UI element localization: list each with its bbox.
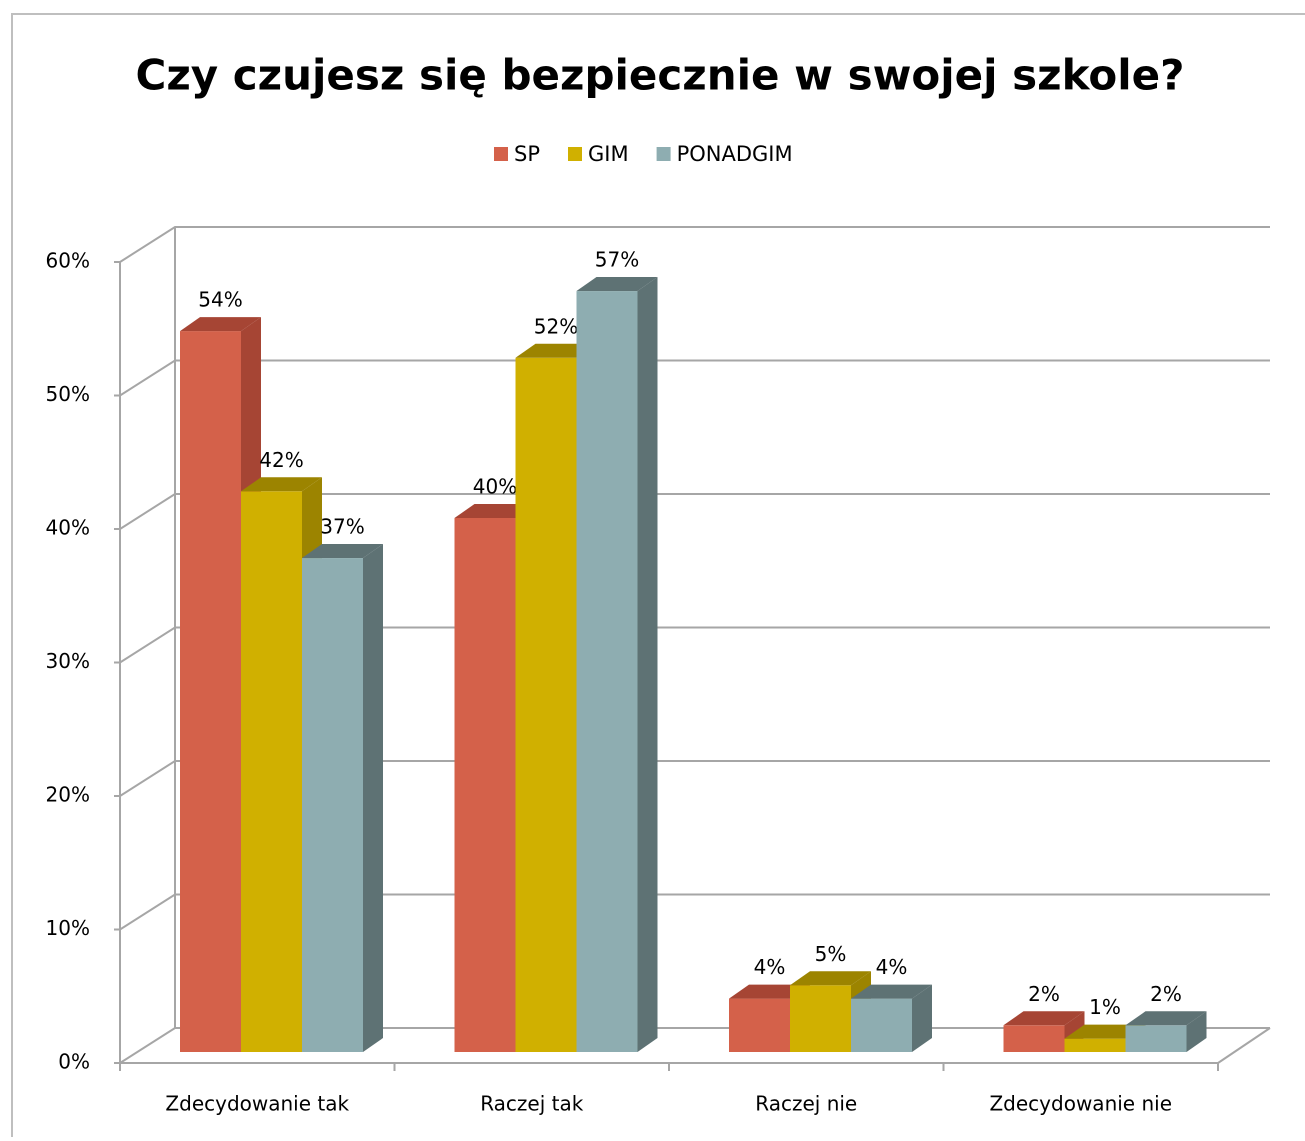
bar: [241, 491, 302, 1052]
floor-right: [1217, 1027, 1271, 1064]
bar-side: [1186, 1011, 1207, 1052]
bar: [180, 331, 241, 1053]
data-label: 52%: [534, 314, 578, 338]
bar-top: [851, 984, 932, 999]
grid-line: [119, 626, 1270, 664]
bar-side: [637, 277, 658, 1052]
bar: [729, 998, 790, 1052]
grid-line: [119, 226, 1270, 263]
bar-top: [576, 277, 658, 292]
data-label: 2%: [1028, 982, 1060, 1006]
y-tick-label: 10%: [46, 916, 90, 940]
data-label: 4%: [876, 955, 908, 979]
data-label: 1%: [1089, 995, 1121, 1019]
bar-side: [363, 544, 383, 1052]
data-label: 37%: [320, 515, 364, 539]
bar-top: [180, 317, 261, 332]
y-tick-label: 20%: [46, 783, 90, 807]
bar-top: [454, 504, 536, 518]
data-label: 42%: [259, 448, 303, 472]
data-label: 54%: [198, 288, 242, 312]
data-label: 4%: [754, 955, 786, 979]
bar-top: [302, 544, 383, 559]
bar: [1003, 1025, 1065, 1052]
bar: [576, 291, 638, 1052]
bar-top: [1003, 1011, 1085, 1026]
legend-label: SP: [514, 142, 540, 166]
bar-top: [1064, 1024, 1146, 1039]
grid-line: [119, 359, 1270, 397]
grid-line: [119, 493, 1270, 530]
data-label: 2%: [1150, 982, 1182, 1006]
legend-swatch: [494, 147, 508, 161]
y-tick-label: 0%: [58, 1050, 90, 1074]
y-tick-label: 50%: [46, 382, 90, 406]
y-tick-label: 40%: [46, 516, 90, 540]
bar: [302, 558, 363, 1052]
y-tick-label: 30%: [46, 649, 90, 673]
grid-line: [119, 760, 1270, 797]
bar-top: [729, 984, 810, 999]
legend-swatch: [568, 147, 582, 161]
legend-label: GIM: [588, 142, 629, 166]
bar-top: [1125, 1011, 1207, 1026]
grid-line: [119, 893, 1270, 931]
bar: [515, 357, 577, 1052]
bar: [454, 518, 516, 1052]
y-tick-label: 60%: [46, 249, 90, 273]
x-tick-label: Zdecydowanie tak: [165, 1092, 349, 1116]
bar-top: [790, 971, 871, 986]
x-tick-label: Raczej nie: [755, 1092, 857, 1116]
chart-title: Czy czujesz się bezpiecznie w swojej szk…: [136, 51, 1185, 100]
x-tick-label: Raczej tak: [480, 1092, 584, 1116]
bar: [851, 998, 912, 1052]
x-tick-label: Zdecydowanie nie: [989, 1092, 1172, 1116]
bar: [1125, 1025, 1187, 1052]
legend-swatch: [656, 147, 671, 161]
bar-top: [515, 343, 597, 358]
data-label: 5%: [815, 942, 847, 966]
data-label: 40%: [473, 475, 517, 499]
bar-top: [241, 477, 322, 492]
data-label: 57%: [595, 248, 639, 272]
bar-side: [912, 984, 932, 1052]
bar: [1064, 1038, 1126, 1052]
bar: [790, 985, 851, 1052]
legend-label: PONADGIM: [677, 142, 793, 166]
